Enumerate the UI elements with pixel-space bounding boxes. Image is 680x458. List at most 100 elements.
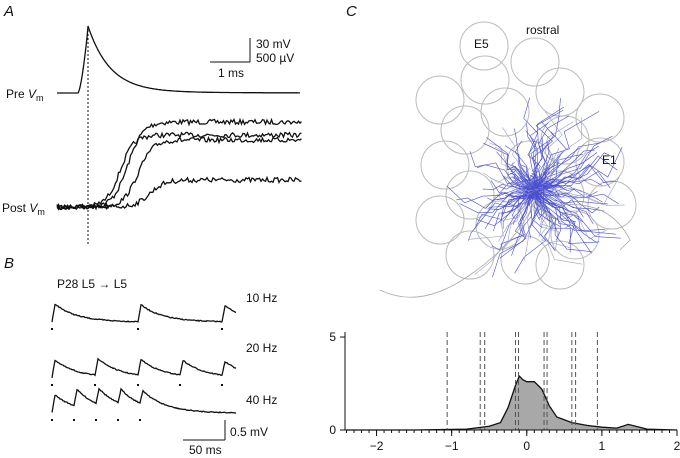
dendrite [526, 106, 564, 182]
scale-label: 50 ms [189, 443, 222, 457]
x-tick-label: −1 [445, 439, 459, 453]
dendrite [531, 191, 561, 241]
dendrite [498, 180, 532, 242]
electrode [500, 235, 550, 285]
x-tick-label: 2 [674, 439, 680, 453]
dendrite [527, 190, 583, 265]
epsp-train [51, 387, 237, 414]
axon [379, 199, 536, 298]
dendrite [540, 191, 621, 239]
epsp-train [51, 357, 237, 379]
electrode [445, 170, 495, 220]
electrode [459, 21, 509, 71]
dendrite [526, 190, 592, 252]
dendrite [526, 142, 601, 196]
stim-marker [95, 419, 97, 421]
freq-label: 10 Hz [246, 291, 277, 305]
stim-marker [221, 384, 223, 386]
dendrite [485, 192, 528, 209]
dendrite [528, 190, 609, 205]
stim-marker [73, 419, 75, 421]
stim-marker [137, 384, 139, 386]
dendrite [530, 188, 537, 192]
scale-label: 1 ms [218, 66, 244, 80]
dendrite [476, 197, 535, 227]
dendrite [456, 191, 540, 209]
stim-marker [117, 419, 119, 421]
stim-marker [221, 328, 223, 330]
electrode [575, 93, 625, 143]
panel-label: C [346, 3, 357, 20]
orientation-label: rostral [526, 23, 559, 37]
dendrite [474, 182, 530, 275]
axon [559, 204, 631, 251]
electrode [535, 67, 585, 117]
dendrite [540, 164, 617, 187]
dendrite [524, 186, 555, 219]
dendrite [538, 141, 550, 193]
dendrite [523, 192, 539, 206]
trace-label: Post Vm [2, 201, 45, 217]
stim-marker [51, 419, 53, 421]
density-line [346, 374, 678, 431]
condition-label: P28 L5 → L5 [57, 277, 127, 291]
electrode [420, 140, 470, 190]
x-tick-label: 1 [599, 439, 606, 453]
dendrite [525, 149, 595, 195]
dendrite [500, 183, 538, 251]
dendrite [525, 184, 610, 240]
dendrite [525, 130, 541, 190]
stim-marker [179, 384, 181, 386]
electrode [440, 105, 490, 155]
x-tick-label: −2 [370, 439, 384, 453]
electrode [550, 210, 600, 260]
electrode [575, 137, 625, 187]
dendrite [532, 137, 544, 193]
dendrite [532, 181, 619, 205]
dendrite [528, 121, 554, 186]
electrode [415, 75, 465, 125]
neuron-reconstruction [379, 97, 631, 298]
electrode-label: E5 [474, 37, 489, 51]
electrode-grid [415, 21, 637, 290]
panel-label: A [3, 3, 14, 20]
electrode [480, 87, 530, 137]
electrode-label: E1 [602, 153, 617, 167]
trace-label: Pre Vm [6, 87, 44, 103]
x-tick-label: 0 [523, 439, 530, 453]
freq-label: 20 Hz [246, 341, 277, 355]
scale-label: 30 mV [256, 37, 291, 51]
electrode [535, 240, 585, 290]
dendrite [518, 185, 533, 191]
electrode [445, 230, 495, 280]
electrode [415, 195, 465, 245]
dendrite [528, 117, 583, 188]
post-trace [56, 135, 302, 211]
stim-marker [139, 419, 141, 421]
post-trace [56, 175, 302, 211]
post-trace [56, 117, 302, 211]
stim-marker [137, 328, 139, 330]
dendrite [446, 185, 536, 204]
dendrite [535, 190, 543, 198]
dendrite [540, 152, 598, 192]
dendrite [530, 98, 561, 198]
electrode [510, 37, 560, 87]
dendrite [502, 127, 540, 188]
density-fill [346, 376, 677, 430]
y-tick-label: 5 [329, 330, 336, 344]
stim-marker [94, 384, 96, 386]
panel-label: B [4, 255, 14, 272]
dendrite [532, 110, 564, 190]
dendrite [525, 115, 570, 182]
pre-trace [57, 25, 300, 94]
dendrite [468, 181, 532, 241]
dendrite [536, 154, 583, 186]
y-tick-label: 0 [329, 423, 336, 437]
dendrite [518, 173, 533, 188]
dendrite [510, 169, 537, 187]
post-trace [56, 131, 302, 211]
dendrite [542, 198, 585, 232]
electrode [587, 180, 637, 230]
